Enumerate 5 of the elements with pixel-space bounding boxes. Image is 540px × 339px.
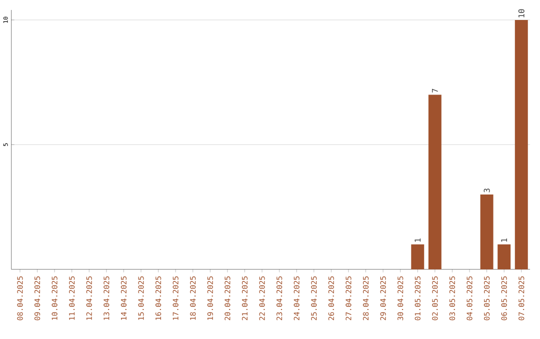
bar xyxy=(514,20,528,270)
bar xyxy=(498,244,511,270)
bar xyxy=(428,94,442,270)
bar xyxy=(411,244,424,270)
bar xyxy=(480,194,494,270)
